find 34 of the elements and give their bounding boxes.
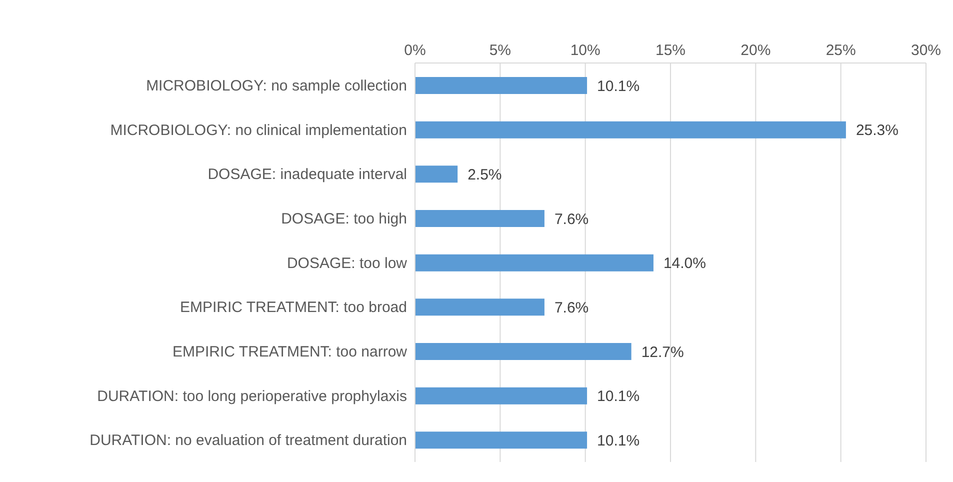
x-tick-label: 15%: [655, 42, 686, 59]
data-label: 10.1%: [597, 78, 640, 95]
data-label: 7.6%: [554, 299, 589, 316]
y-tick-label: EMPIRIC TREATMENT: too narrow: [172, 343, 408, 360]
data-label: 12.7%: [641, 344, 684, 361]
bar: [415, 254, 654, 272]
x-tick-label: 0%: [404, 42, 426, 59]
y-tick-label: DOSAGE: inadequate interval: [208, 166, 407, 184]
x-tick-label: 30%: [910, 42, 942, 59]
bar: [415, 166, 458, 183]
y-tick-label: EMPIRIC TREATMENT: too broad: [180, 299, 407, 316]
x-tick-label: 5%: [489, 42, 512, 59]
bar: [415, 387, 588, 404]
bar: [415, 210, 544, 227]
data-label: 25.3%: [856, 122, 898, 140]
data-label: 14.0%: [663, 255, 706, 272]
x-tick-label: 20%: [740, 42, 771, 59]
x-tick-label: 25%: [826, 42, 856, 59]
y-tick-label: DOSAGE: too high: [281, 210, 407, 228]
y-tick-label: MICROBIOLOGY: no sample collection: [146, 77, 407, 94]
y-tick-label: DURATION: no evaluation of treatment duration: [90, 432, 407, 450]
bar: [415, 121, 846, 138]
bar: [415, 343, 632, 360]
y-tick-label: MICROBIOLOGY: no clinical implementation: [110, 122, 407, 139]
x-tick-label: 10%: [570, 42, 600, 59]
bar: [415, 298, 544, 316]
data-label: 10.1%: [597, 432, 640, 450]
bar: [415, 77, 588, 94]
bar: [415, 432, 588, 449]
y-tick-label: DURATION: too long perioperative prophylaxis: [97, 388, 407, 405]
y-tick-label: DOSAGE: too low: [286, 254, 408, 272]
data-label: 7.6%: [554, 210, 589, 228]
data-label: 2.5%: [468, 166, 502, 184]
data-label: 10.1%: [597, 388, 640, 406]
